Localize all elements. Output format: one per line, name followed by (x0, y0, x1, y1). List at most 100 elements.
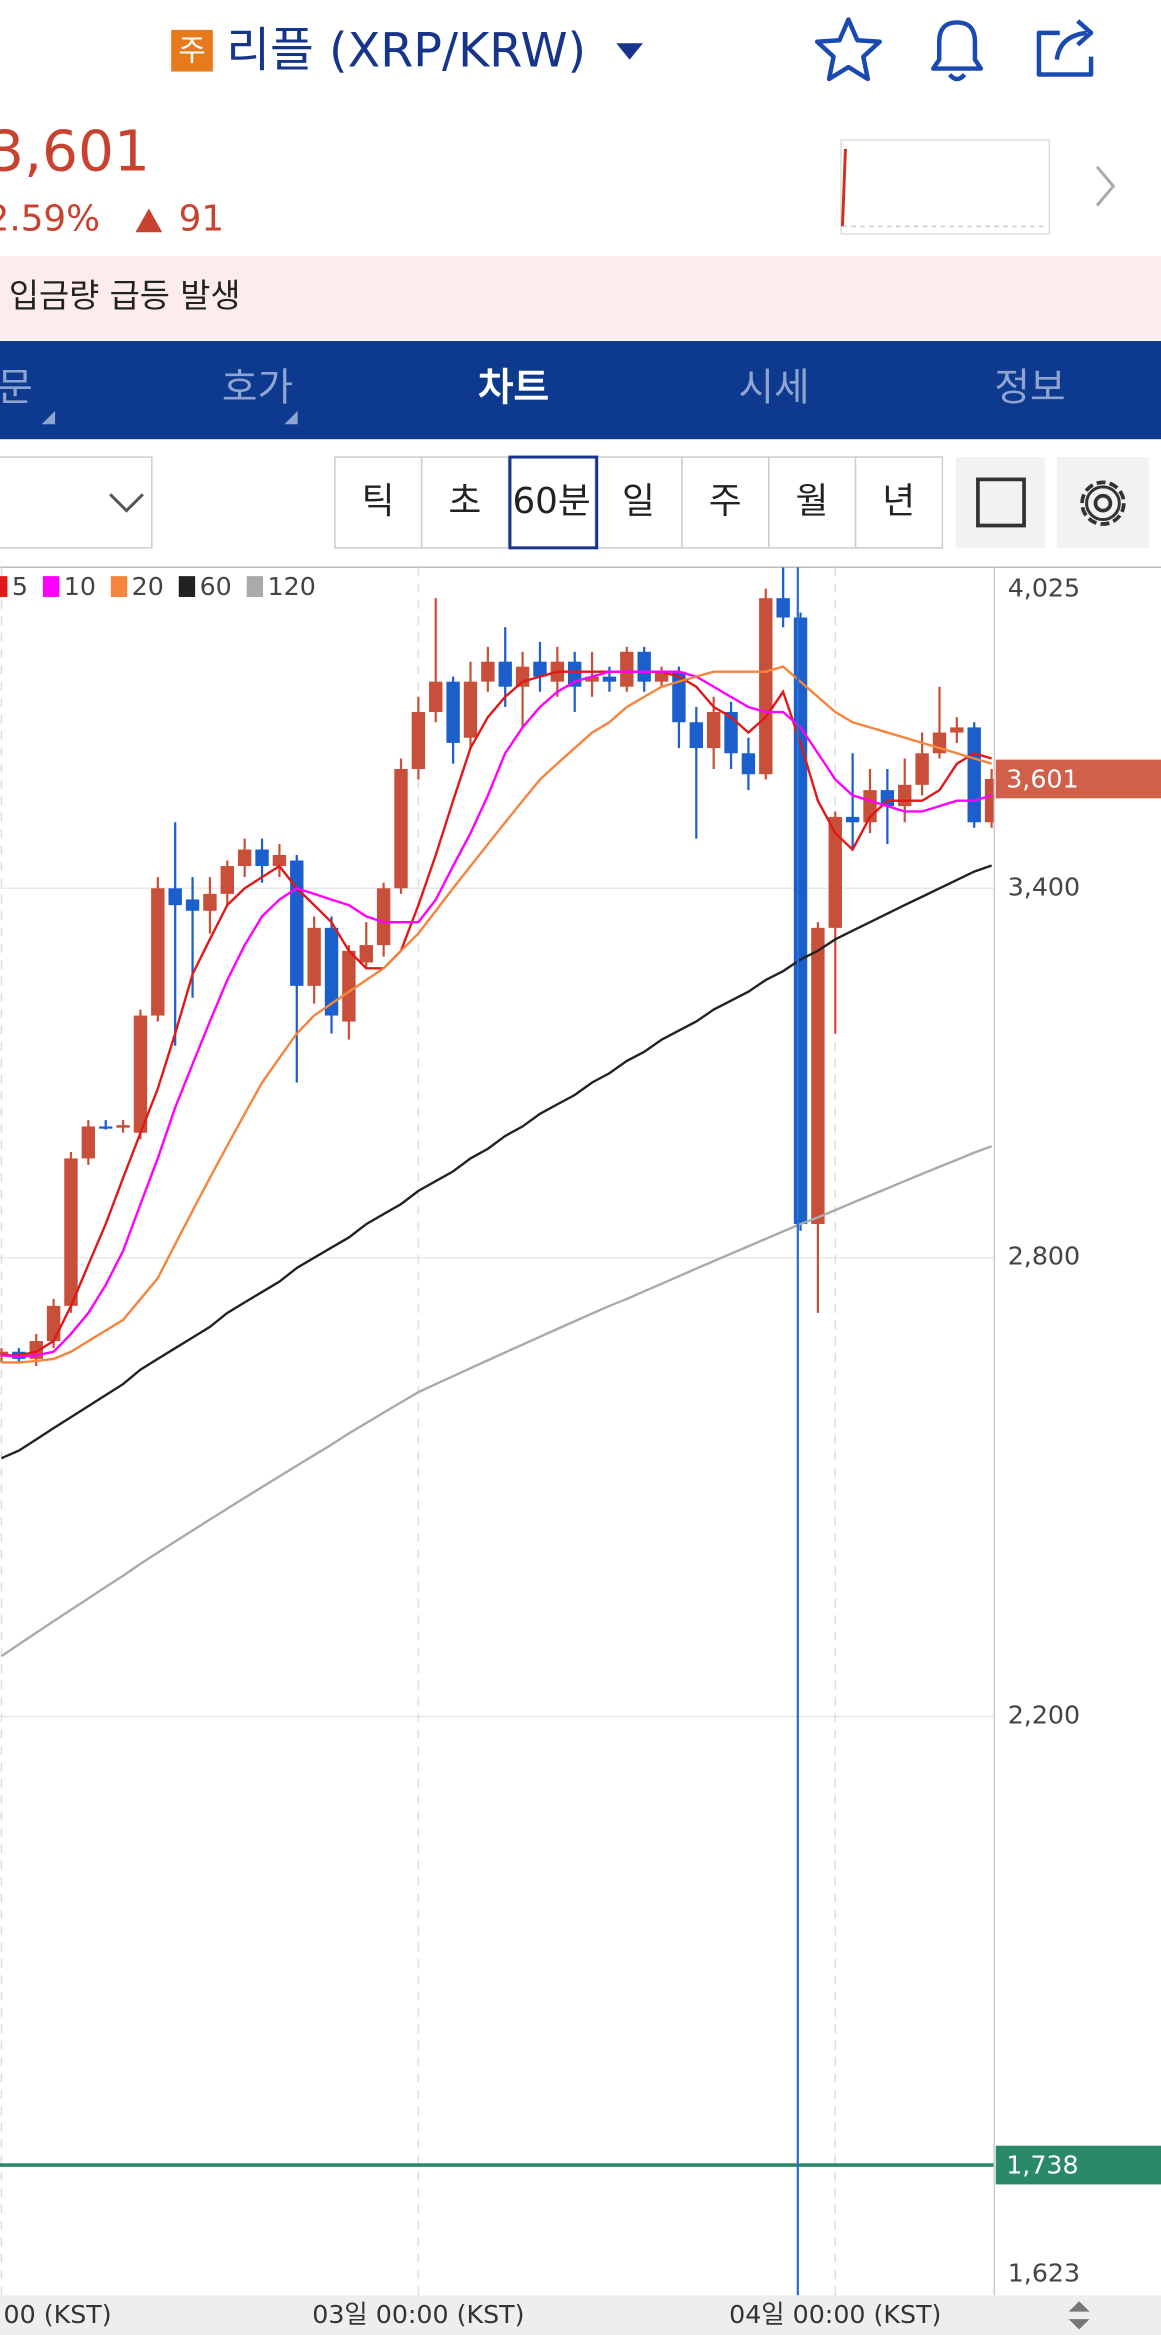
ma-line (1, 670, 992, 1357)
y-tick-label: 1,623 (1008, 2258, 1080, 2287)
legend-swatch (42, 576, 60, 597)
candle-body (220, 866, 235, 894)
y-tick-label: 3,400 (1008, 872, 1080, 901)
ma-line (1, 864, 993, 1460)
x-tick-label: 00 (KST) (4, 2300, 112, 2329)
ma-line (0, 1145, 993, 1658)
dropdown-arrow[interactable] (616, 43, 644, 60)
draw-icon (976, 477, 1026, 528)
x-tick-label: 03일 00:00 (KST) (312, 2300, 524, 2329)
time-axis (0, 2295, 1161, 2335)
legend-label: 120 (268, 572, 316, 601)
price-tag (995, 2145, 1161, 2185)
period-button[interactable] (854, 456, 944, 549)
legend-swatch (178, 576, 196, 597)
candle-body (481, 661, 495, 682)
tab[interactable]: 정보 (994, 366, 1065, 411)
period-label: 60분 (512, 481, 590, 522)
settings-icon (1080, 480, 1126, 526)
settings-button[interactable] (1056, 457, 1150, 548)
candle-body (324, 927, 339, 1016)
period-button[interactable] (420, 456, 510, 549)
candle-body (950, 727, 964, 733)
legend-swatch (110, 576, 128, 597)
period-label: 월 (796, 481, 829, 522)
legend-label: 5 (12, 572, 28, 601)
candle-body (99, 1126, 113, 1129)
candle-body (689, 722, 704, 749)
tab[interactable]: 호가 (222, 366, 293, 411)
ma-line (1, 665, 992, 1364)
alert-text: 입금량 급등 발생 (9, 277, 241, 315)
y-tick-label: 2,800 (1008, 1242, 1080, 1271)
candle-body (411, 712, 426, 769)
candle-body (290, 860, 304, 986)
candle-body (776, 598, 790, 618)
candle-body (255, 849, 269, 867)
candle-body (151, 888, 165, 1016)
candle-body (654, 671, 669, 682)
current-price: 3,601 (0, 119, 150, 185)
candle-body (793, 617, 808, 1225)
candle-body (672, 671, 686, 723)
candle-body (272, 854, 287, 867)
candle-body (533, 661, 547, 677)
period-button[interactable] (681, 456, 770, 549)
candle-body (620, 651, 634, 687)
alert-bar[interactable] (0, 256, 1161, 340)
tab[interactable]: 시세 (738, 366, 809, 411)
candle-body (880, 790, 895, 807)
chevron[interactable] (1095, 165, 1116, 207)
share-icon[interactable] (1036, 19, 1094, 77)
axis-toggle[interactable] (1068, 2301, 1090, 2330)
up-arrow (135, 208, 163, 233)
price-tag (995, 759, 1161, 799)
candle-body (168, 888, 182, 906)
candle-body (307, 927, 321, 986)
favorite-icon[interactable] (814, 17, 882, 82)
candle-body (984, 778, 995, 823)
select-chevron (109, 493, 144, 513)
legend-label: 60 (200, 572, 232, 601)
draw-button[interactable] (955, 457, 1045, 548)
candle-body (463, 681, 478, 738)
candle-body (706, 712, 721, 749)
candle-body (64, 1158, 78, 1306)
mini-chart[interactable] (840, 139, 1051, 235)
legend-label: 10 (64, 572, 96, 601)
candle-body (203, 893, 217, 911)
period-label: 틱 (362, 481, 395, 522)
y-tick-label: 2,200 (1008, 1701, 1080, 1730)
candle-body (46, 1305, 61, 1342)
candle-body (828, 816, 842, 928)
candle-body (741, 753, 756, 775)
candle-body (237, 849, 252, 867)
candle-body (845, 816, 860, 823)
period-label: 일 (622, 481, 655, 522)
badge (171, 29, 213, 72)
period-button[interactable] (334, 456, 423, 549)
candle-body (81, 1126, 96, 1159)
y-tick-label: 4,025 (1008, 574, 1080, 603)
period-button[interactable] (768, 456, 857, 549)
change-rate: 2.59% (0, 198, 100, 239)
candle-body (967, 727, 981, 823)
candle-body (429, 681, 443, 713)
candle-body (394, 768, 408, 889)
tab-corner (41, 410, 56, 425)
mini-chart-line (840, 148, 847, 227)
tab[interactable]: 문 (0, 366, 33, 411)
candle-body (637, 651, 651, 682)
candle-body (515, 666, 530, 687)
tab[interactable]: 차트 (478, 366, 549, 411)
price-tag-label: 1,738 (1006, 2151, 1078, 2180)
candle-body (759, 598, 773, 775)
alarm-icon[interactable] (931, 20, 984, 82)
candle-body (498, 661, 512, 687)
x-tick-label: 04일 00:00 (KST) (729, 2300, 941, 2329)
title[interactable]: 리플 (XRP/KRW) (226, 24, 586, 79)
market-select[interactable] (0, 456, 153, 549)
period-selected (508, 455, 599, 550)
